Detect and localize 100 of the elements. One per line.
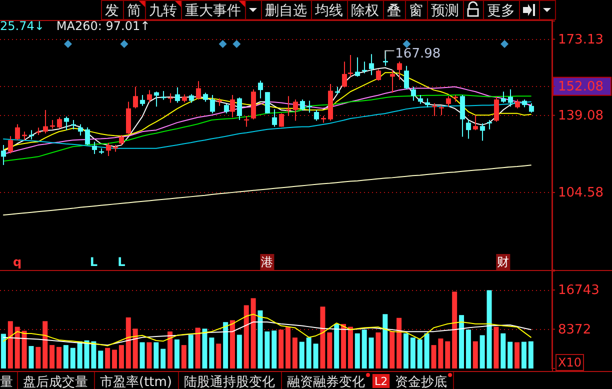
text: 除权: [351, 3, 379, 19]
candlestick: [64, 116, 69, 131]
candlestick: [140, 94, 145, 106]
bar: [22, 330, 27, 368]
bar: [126, 317, 131, 368]
candlestick: [230, 94, 235, 118]
bar: [174, 339, 180, 368]
text: L2: [374, 375, 388, 388]
bar: [528, 341, 534, 368]
candlestick: [78, 124, 83, 136]
bar: [278, 330, 284, 368]
bar: [410, 338, 416, 368]
y-tick-label: 139.08: [558, 108, 604, 124]
bar: [417, 339, 422, 368]
text: 资金抄底: [395, 375, 448, 389]
text: 量: [0, 375, 13, 389]
bar: [36, 346, 41, 368]
candlestick: [300, 98, 305, 112]
candlestick: [119, 134, 124, 146]
bar: [112, 350, 118, 368]
bar: [341, 324, 346, 368]
bar: [494, 326, 499, 368]
annotation: 167.98: [395, 46, 441, 62]
bar: [98, 350, 104, 368]
text: 更多: [487, 3, 515, 19]
bar: [223, 322, 228, 368]
line-series: [2, 164, 532, 216]
bar: [188, 334, 194, 368]
candlestick: [501, 91, 506, 104]
bar: [63, 345, 68, 368]
candlestick: [390, 69, 395, 94]
bar: [299, 342, 304, 368]
bar: [396, 318, 402, 368]
bar: [521, 342, 526, 368]
bar: [70, 348, 76, 368]
candlestick: [397, 61, 402, 81]
candlestick: [480, 122, 485, 142]
candlestick: [355, 56, 360, 78]
bar: [480, 335, 485, 368]
candlestick: [460, 94, 465, 138]
candlestick: [133, 86, 138, 109]
candlestick: [237, 96, 242, 121]
y-tick-label: 173.13: [558, 32, 604, 48]
bar: [140, 342, 145, 368]
annotation: L: [90, 255, 98, 270]
candlestick: [376, 68, 381, 82]
y-tick-label: 8372: [558, 322, 592, 338]
bar: [514, 342, 520, 368]
candlestick: [404, 65, 409, 90]
bar: [146, 342, 152, 368]
bar: [500, 333, 506, 368]
bar: [118, 345, 124, 368]
text: 简: [127, 3, 141, 19]
bar: [56, 346, 62, 368]
candlestick: [244, 115, 249, 128]
candlestick: [154, 91, 159, 108]
bar: [216, 344, 222, 368]
candlestick: [92, 141, 97, 154]
candlestick: [258, 80, 263, 99]
text: 市盈率(ttm): [100, 374, 172, 389]
bar: [209, 338, 214, 368]
candlestick: [175, 86, 180, 104]
candlestick: [224, 103, 229, 114]
bar: [424, 333, 430, 368]
candlestick: [210, 94, 215, 114]
bar: [452, 292, 458, 368]
candlestick: [106, 142, 111, 157]
text: 窗: [409, 3, 423, 19]
bar: [334, 324, 340, 368]
bar: [230, 320, 235, 368]
text: 删自选: [265, 3, 307, 19]
text: 盘后成交量: [23, 374, 88, 389]
bar: [459, 315, 464, 368]
candlestick: [494, 96, 499, 122]
candlestick: [272, 108, 277, 128]
bar: [160, 348, 166, 368]
bar: [8, 321, 13, 368]
bar: [202, 328, 208, 368]
candlestick: [432, 102, 437, 116]
annotation: MA260: 97.01↑: [56, 19, 150, 33]
bar: [354, 333, 360, 368]
candlestick: [196, 80, 201, 100]
bar: [168, 331, 173, 368]
candlestick: [529, 102, 534, 114]
candlestick: [279, 112, 284, 128]
text: 融资融券变化: [287, 375, 366, 389]
text: 重大事件: [185, 3, 241, 19]
bar: [132, 328, 138, 368]
candlestick: [439, 105, 444, 116]
bar: [50, 345, 55, 368]
candlestick: [383, 50, 388, 66]
candlestick: [1, 144, 6, 166]
candlestick: [293, 98, 298, 122]
bar: [508, 342, 513, 368]
bar: [403, 333, 408, 368]
bar: [181, 345, 186, 368]
bar: [376, 332, 381, 368]
candlestick: [342, 61, 347, 88]
bar: [77, 341, 82, 368]
candlestick: [446, 96, 451, 108]
